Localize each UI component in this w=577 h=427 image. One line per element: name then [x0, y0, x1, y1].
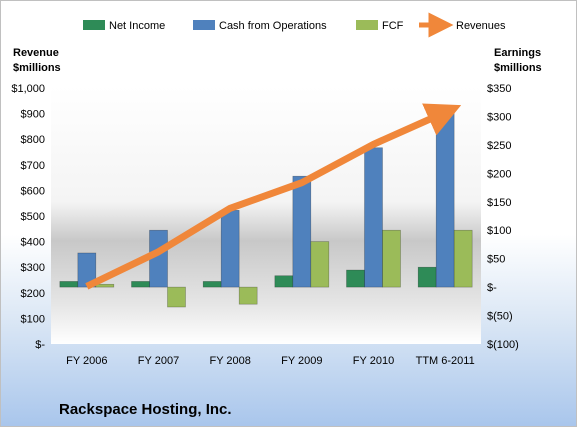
category-label: FY 2010: [353, 355, 394, 367]
bar-series-group: [59, 110, 473, 308]
bar-cash-from-operations: [292, 175, 312, 288]
left-tick-label: $400: [21, 237, 45, 249]
bar-fcf: [95, 283, 115, 288]
category-label: FY 2007: [138, 355, 179, 367]
bar-fcf: [453, 229, 473, 288]
right-tick-label: $300: [487, 111, 511, 123]
right-tick-label: $(100): [487, 339, 519, 351]
bar-fcf: [382, 229, 401, 288]
category-labels: FY 2006 FY 2007 FY 2008 FY 2009 FY 2010 TTM 6…: [66, 355, 475, 367]
bar-fcf: [238, 286, 258, 305]
left-tick-label: $-: [35, 339, 45, 351]
right-axis-title-line-2: $millions: [494, 62, 542, 74]
category-label: FY 2008: [209, 355, 250, 367]
legend-item-revenues: Revenues: [419, 12, 506, 38]
legend-swatch-cash-from-operations: [193, 20, 215, 30]
right-tick-label: $100: [487, 225, 511, 237]
legend-item-cash-from-operations: Cash from Operations: [193, 20, 327, 32]
right-axis-ticks: $(100) $(50) $- $50 $100 $150 $200 $250 $300 $350: [487, 83, 519, 351]
left-tick-label: $1,000: [11, 83, 45, 95]
left-axis-title-line-2: $millions: [13, 62, 61, 74]
right-tick-label: $50: [487, 254, 505, 266]
left-tick-label: $600: [21, 185, 45, 197]
bar-net-income: [202, 281, 222, 288]
category-label: FY 2009: [281, 355, 322, 367]
bar-fcf: [310, 241, 330, 288]
legend-swatch-fcf: [356, 20, 378, 30]
right-axis-title-line-1: Earnings: [494, 47, 541, 59]
bar-net-income: [274, 275, 294, 288]
category-label: FY 2006: [66, 355, 107, 367]
left-tick-label: $800: [21, 134, 45, 146]
legend-item-fcf: FCF: [356, 20, 404, 32]
revenue-line: [85, 103, 462, 290]
right-tick-label: $250: [487, 140, 511, 152]
right-tick-label: $200: [487, 168, 511, 180]
left-tick-label: $500: [21, 211, 45, 223]
left-tick-label: $300: [21, 262, 45, 274]
legend-label-revenues: Revenues: [456, 20, 506, 32]
left-tick-label: $200: [21, 288, 45, 300]
right-tick-label: $(50): [487, 311, 513, 323]
bar-cash-from-operations: [220, 210, 240, 288]
right-tick-label: $-: [487, 282, 497, 294]
bar-cash-from-operations: [435, 110, 455, 288]
left-axis-ticks: $- $100 $200 $300 $400 $500 $600 $700 $800 $900 $1…: [11, 83, 45, 351]
category-label: TTM 6-2011: [416, 355, 475, 367]
bar-net-income: [417, 266, 437, 288]
bar-cash-from-operations: [364, 147, 383, 288]
chart-title: Rackspace Hosting, Inc.: [59, 401, 232, 418]
bar-net-income: [131, 281, 150, 288]
legend-label-fcf: FCF: [382, 20, 404, 32]
left-tick-label: $900: [21, 109, 45, 121]
bar-cash-from-operations: [77, 252, 97, 288]
bar-fcf: [167, 286, 186, 308]
legend-label-net-income: Net Income: [109, 20, 165, 32]
legend: Net Income Cash from Operations FCF Reve…: [83, 12, 506, 38]
left-tick-label: $700: [21, 160, 45, 172]
bar-net-income: [59, 281, 79, 288]
right-tick-label: $350: [487, 83, 511, 95]
left-axis-title-line-1: Revenue: [13, 47, 59, 59]
left-tick-label: $100: [21, 313, 45, 325]
revenue-line-group: [85, 103, 462, 290]
legend-item-net-income: Net Income: [83, 20, 165, 32]
bar-net-income: [346, 269, 365, 288]
legend-swatch-net-income: [83, 20, 105, 30]
right-tick-label: $150: [487, 197, 511, 209]
legend-label-cash-from-operations: Cash from Operations: [219, 20, 327, 32]
